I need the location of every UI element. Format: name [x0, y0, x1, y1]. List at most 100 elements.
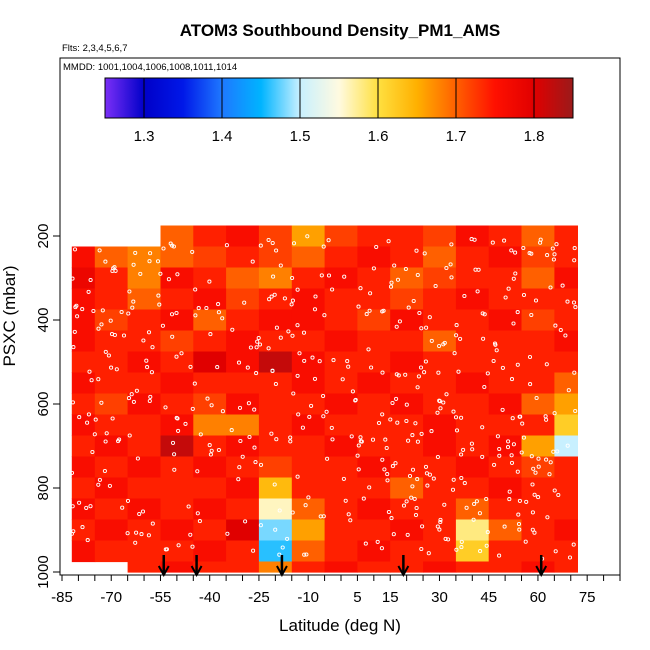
- heatmap-cell: [258, 309, 293, 332]
- observation-point: [127, 433, 132, 438]
- observation-point: [477, 511, 482, 516]
- heatmap-cell: [291, 393, 326, 416]
- observation-point: [563, 333, 568, 338]
- heatmap-cell: [71, 393, 96, 416]
- observation-point: [390, 464, 395, 469]
- observation-point: [163, 547, 168, 552]
- observation-point: [197, 519, 202, 524]
- observation-point: [340, 377, 345, 382]
- observation-point: [93, 417, 98, 422]
- heatmap-cell: [226, 519, 260, 542]
- observation-point: [69, 470, 75, 475]
- observation-point: [356, 443, 361, 448]
- heatmap-cell: [390, 414, 424, 437]
- observation-point: [459, 415, 464, 420]
- heatmap-cell: [193, 225, 227, 248]
- observation-point: [85, 538, 90, 543]
- heatmap-cell: [258, 561, 293, 573]
- observation-point: [469, 237, 474, 242]
- heatmap-cell: [455, 309, 490, 332]
- observation-point: [319, 273, 324, 278]
- observation-point: [133, 540, 138, 545]
- observation-point: [521, 292, 527, 298]
- heatmap-cell: [226, 267, 260, 290]
- observation-point: [161, 246, 166, 251]
- observation-point: [571, 300, 577, 305]
- heatmap-cell: [357, 414, 391, 437]
- observation-point: [454, 428, 460, 433]
- heatmap-cell: [127, 267, 161, 290]
- observation-point: [451, 477, 456, 482]
- heatmap-cell: [226, 477, 260, 500]
- profile-arrow: [276, 555, 288, 578]
- observation-point: [459, 539, 464, 544]
- observation-point: [324, 409, 329, 414]
- observation-point: [120, 505, 125, 510]
- heatmap-cell: [160, 498, 194, 521]
- observation-point: [190, 544, 195, 549]
- observation-point: [375, 539, 380, 544]
- observation-point: [361, 496, 366, 501]
- observation-point: [382, 467, 387, 472]
- observation-point: [103, 439, 108, 444]
- observation-point: [505, 445, 511, 450]
- heatmap-cell: [291, 309, 326, 332]
- observation-point: [410, 484, 415, 489]
- heatmap-cell: [291, 561, 326, 573]
- heatmap-cell: [226, 540, 260, 563]
- observation-point: [346, 364, 351, 369]
- heatmap-cell: [554, 477, 578, 500]
- observation-point: [91, 308, 96, 314]
- heatmap-cell: [455, 540, 490, 563]
- heatmap-cell: [324, 414, 358, 437]
- observation-point: [109, 332, 115, 337]
- observation-point: [437, 398, 442, 403]
- observation-point: [442, 502, 447, 507]
- heatmap-cell: [226, 456, 260, 479]
- observation-point: [533, 298, 539, 303]
- observation-point: [107, 483, 112, 488]
- observation-point: [482, 384, 487, 390]
- heatmap-cell: [291, 519, 326, 542]
- observation-point: [397, 319, 402, 324]
- heatmap-cell: [357, 561, 391, 573]
- observation-point: [383, 437, 388, 442]
- heatmap-cell: [357, 351, 391, 374]
- x-tick-label: -85: [51, 589, 73, 606]
- heatmap-cell: [423, 540, 457, 563]
- observation-point: [321, 414, 326, 419]
- observation-point: [517, 527, 522, 532]
- observation-point: [309, 403, 314, 408]
- observation-point: [401, 503, 407, 508]
- observation-point: [393, 461, 398, 466]
- heatmap-cell: [390, 225, 424, 248]
- observation-point: [71, 345, 76, 350]
- observation-point: [80, 307, 85, 312]
- observation-point: [171, 244, 176, 249]
- observation-point: [513, 271, 518, 276]
- observation-point: [509, 460, 515, 465]
- observation-point: [310, 355, 315, 360]
- observation-point: [406, 305, 411, 310]
- heatmap-cell: [423, 225, 457, 248]
- x-tick-label: -55: [150, 589, 172, 606]
- observation-point: [192, 381, 197, 386]
- observation-point: [429, 429, 434, 434]
- y-axis: 200 400 600 800 1000: [35, 223, 60, 589]
- observation-point: [256, 335, 261, 341]
- observation-point: [88, 277, 93, 283]
- observation-point: [170, 440, 176, 445]
- observation-point: [295, 474, 300, 479]
- observation-point: [150, 345, 155, 350]
- heatmap-cell: [127, 309, 161, 332]
- heatmap-cell: [324, 393, 358, 416]
- observation-point: [285, 536, 290, 541]
- heatmap-cell: [291, 330, 326, 353]
- observation-point: [146, 533, 151, 538]
- observation-point: [295, 373, 300, 378]
- observation-point: [459, 545, 464, 550]
- heatmap-cell: [488, 309, 523, 332]
- observation-point: [135, 456, 140, 461]
- heatmap-cell: [390, 540, 424, 563]
